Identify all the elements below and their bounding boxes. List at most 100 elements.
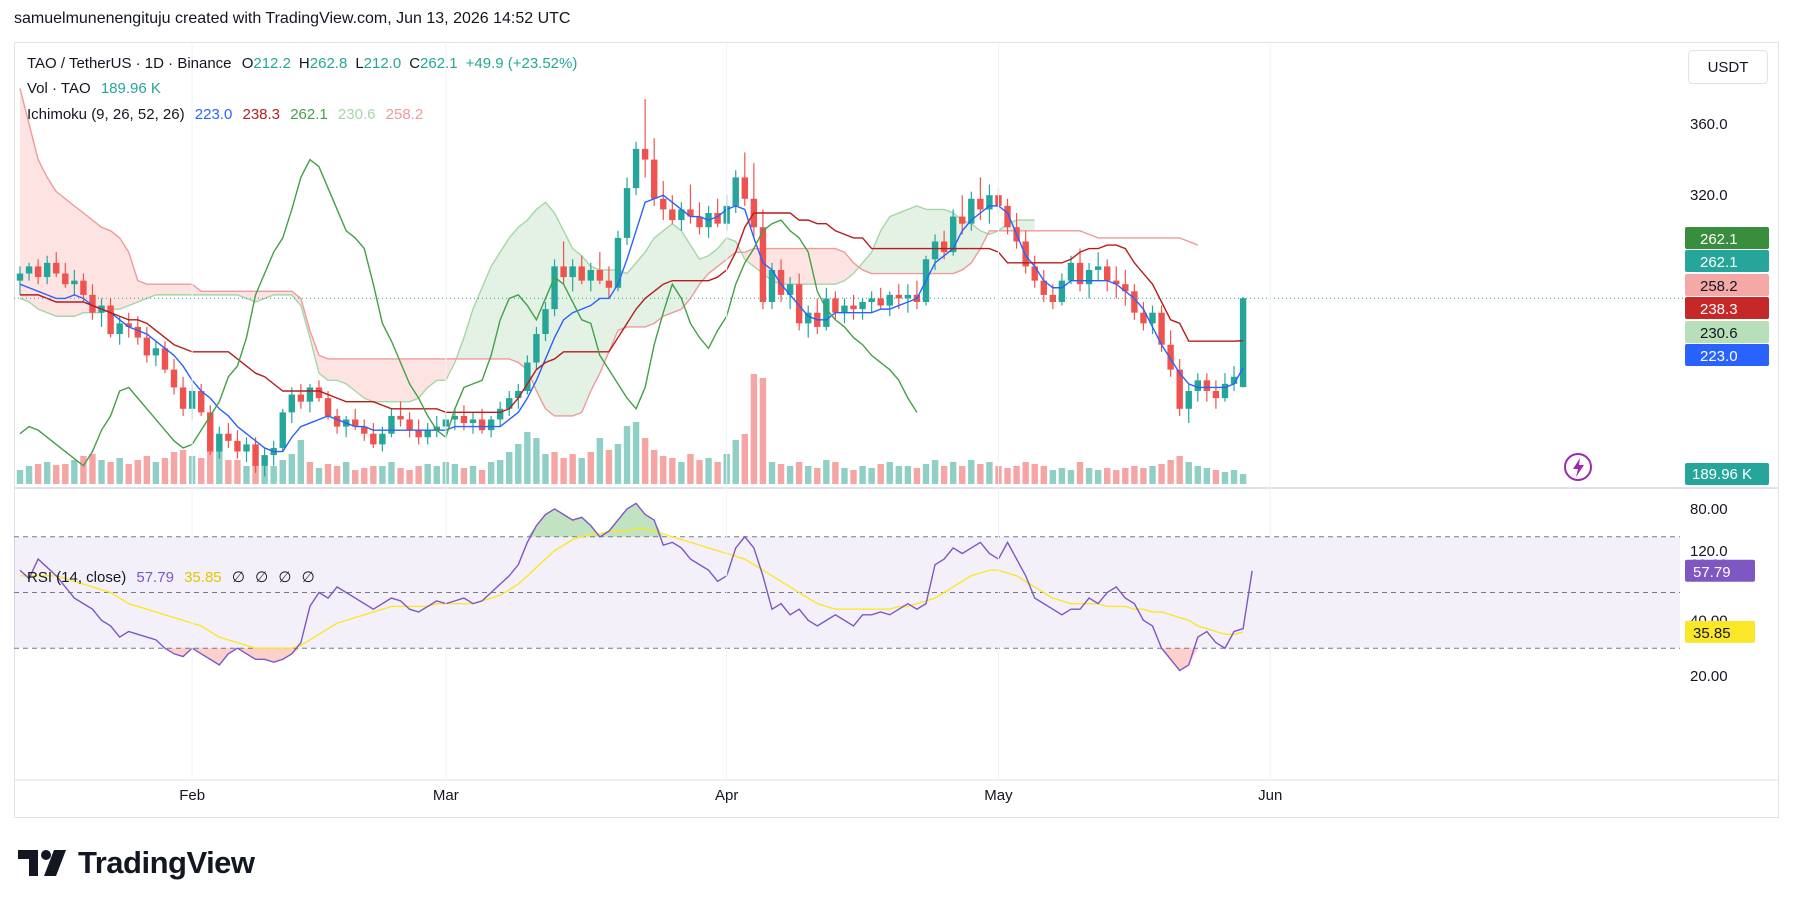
rsi-badge-bg xyxy=(1685,620,1755,643)
volume-bar xyxy=(940,466,948,484)
candle-body xyxy=(361,426,368,434)
candle xyxy=(1031,255,1038,288)
cloud-segment xyxy=(373,358,383,402)
volume-bar xyxy=(352,470,359,484)
volume-label[interactable]: Vol · TAO xyxy=(27,80,91,97)
tradingview-logo-text: TradingView xyxy=(78,845,255,880)
candle-body xyxy=(333,415,341,427)
candle-body xyxy=(80,280,87,295)
price-badge-bg xyxy=(1685,321,1769,343)
candle xyxy=(198,383,205,416)
cloud-segment xyxy=(155,284,165,295)
volume-bar xyxy=(342,462,350,484)
candle-body xyxy=(823,298,830,327)
candle xyxy=(614,230,622,292)
volume-bar xyxy=(877,464,884,484)
candle-body xyxy=(524,362,531,391)
candle xyxy=(1004,198,1011,235)
candle xyxy=(1094,252,1102,281)
candle xyxy=(714,198,721,228)
candle-body xyxy=(370,433,377,445)
candle xyxy=(506,391,513,416)
x-axis-tick: May xyxy=(984,787,1013,804)
candle xyxy=(270,440,277,466)
candle xyxy=(16,266,24,295)
ichimoku-label[interactable]: Ichimoku (9, 26, 52, 26) xyxy=(27,106,185,123)
rsi-overbought-fill xyxy=(581,517,591,537)
candle xyxy=(496,401,504,427)
rsi-oversold-fill xyxy=(1188,648,1198,665)
volume-bar xyxy=(524,432,531,484)
rsi-label[interactable]: RSI (14, close) xyxy=(27,569,127,586)
volume-bar xyxy=(379,466,386,484)
volume-bar xyxy=(125,464,132,484)
volume-bar xyxy=(198,458,205,484)
volume-bar xyxy=(25,466,33,484)
volume-bar xyxy=(814,468,821,484)
volume-bar xyxy=(487,462,495,484)
candle xyxy=(342,415,350,438)
candle-body xyxy=(225,433,232,441)
rsi-overbought-fill xyxy=(563,514,573,537)
candle-body xyxy=(397,415,404,420)
candle xyxy=(533,326,540,370)
candle-body xyxy=(1104,266,1111,281)
volume-bar xyxy=(370,466,377,484)
cloud-segment xyxy=(563,230,573,416)
candle-body xyxy=(768,269,776,302)
candle-body xyxy=(741,177,748,199)
price-badge: 238.3 xyxy=(1685,297,1769,319)
cloud-segment xyxy=(20,88,30,303)
volume-bar xyxy=(397,468,404,484)
volume-bar xyxy=(732,440,739,484)
candle-body xyxy=(895,294,903,299)
cloud-segment xyxy=(463,309,473,359)
volume-bar xyxy=(506,452,513,484)
candle xyxy=(1131,284,1138,320)
candle-body xyxy=(433,426,440,431)
volume-bar xyxy=(578,458,585,484)
cloud-segment xyxy=(898,209,908,274)
rsi-axis-tick: 80.00 xyxy=(1690,501,1728,518)
candle xyxy=(1067,255,1075,285)
volume-bar xyxy=(1212,470,1220,484)
candle-body xyxy=(533,334,540,363)
cloud-segment xyxy=(599,269,609,374)
candle xyxy=(53,252,60,278)
volume-bar xyxy=(179,450,187,484)
price-badge: 258.2 xyxy=(1685,274,1769,296)
cloud-segment xyxy=(971,223,981,263)
candle xyxy=(80,273,87,302)
price-badge-label: 262.1 xyxy=(1700,231,1738,248)
volume-bar xyxy=(469,466,477,484)
volume-bar xyxy=(515,444,522,484)
candle-body xyxy=(1058,280,1066,302)
ichimoku-lagging-value: 262.1 xyxy=(290,106,328,123)
candle xyxy=(832,291,839,320)
tradingview-logo[interactable]: TradingView xyxy=(18,845,255,881)
cloud-segment xyxy=(590,266,600,391)
volume-bar xyxy=(678,462,685,484)
candle xyxy=(759,209,767,310)
candle-body xyxy=(832,298,839,313)
cloud-segment xyxy=(699,255,709,285)
candle-body xyxy=(1158,312,1165,345)
volume-bars xyxy=(16,374,1247,484)
rsi-oversold-fill xyxy=(282,648,292,660)
symbol-label[interactable]: TAO / TetherUS · 1D · Binance xyxy=(27,55,232,72)
candle xyxy=(406,412,413,438)
currency-unit-button[interactable]: USDT xyxy=(1688,50,1768,84)
rsi-badge: 57.79 xyxy=(1685,559,1755,582)
rsi-overbought-fill xyxy=(545,508,555,537)
ichimoku-span-a-line xyxy=(19,201,1035,403)
candle-body xyxy=(1040,280,1047,295)
volume-bar xyxy=(270,466,277,484)
volume-bar xyxy=(1085,468,1093,484)
cloud-segment xyxy=(491,252,501,359)
candle-body xyxy=(179,387,187,409)
rsi-overbought-fill xyxy=(617,508,628,537)
rsi-legend: RSI (14, close) 57.79 35.85 ∅ ∅ ∅ ∅ xyxy=(27,568,321,586)
volume-bar xyxy=(533,438,540,484)
volume-bar xyxy=(1185,462,1192,484)
